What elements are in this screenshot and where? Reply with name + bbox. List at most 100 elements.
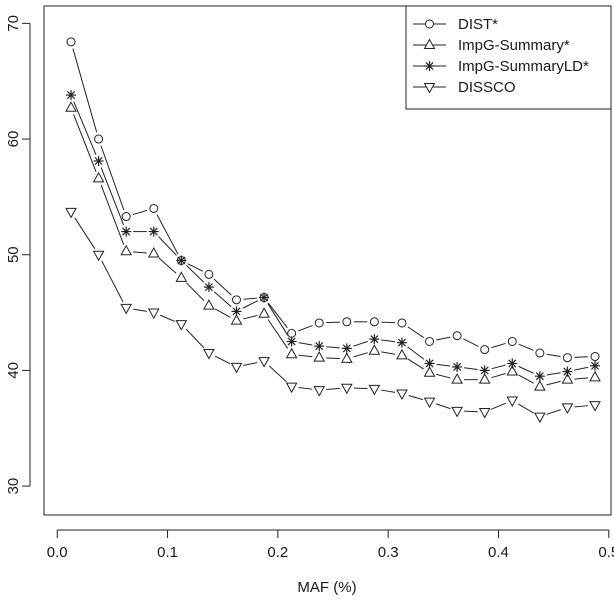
data-point (340, 352, 353, 363)
legend-entry: ImpG-SummaryLD* (413, 58, 589, 75)
data-point (121, 212, 131, 222)
data-point (120, 303, 133, 315)
data-point (287, 328, 297, 338)
data-point (175, 320, 188, 331)
series-line-segment (186, 265, 205, 283)
data-point (397, 318, 407, 328)
series-line-segment (158, 236, 177, 256)
data-point (175, 271, 188, 282)
data-point (480, 345, 490, 355)
plot-frame (43, 5, 612, 516)
series-2 (65, 101, 601, 391)
series-line-segment (132, 209, 148, 216)
axis-layer: 0.0 0.1 0.2 0.3 0.4 0.5 30 40 50 60 70 (5, 15, 614, 561)
legend-items: DIST* ImpG-Summary* ImpG-SummaryLD* DISSCO (413, 16, 589, 96)
data-point (286, 336, 297, 347)
series-line-segment (242, 300, 259, 309)
data-point (506, 396, 519, 408)
y-tick-label: 50 (5, 246, 22, 263)
series-line-segment (436, 363, 451, 367)
x-tick-label: 0.1 (157, 544, 178, 561)
data-point (121, 226, 132, 237)
data-point (533, 380, 546, 391)
series-line-segment (267, 319, 289, 349)
series-line-segment (574, 377, 589, 380)
series-3 (66, 90, 601, 382)
series-line-segment (491, 342, 506, 349)
data-point (285, 382, 298, 394)
series-line-segment (546, 372, 561, 376)
series-line-segment (407, 326, 425, 338)
data-point (425, 336, 435, 346)
x-tick-label: 0.3 (378, 544, 399, 561)
x-axis: 0.0 0.1 0.2 0.3 0.4 0.5 (47, 529, 614, 561)
data-point (313, 386, 326, 397)
x-tick-label: 0.4 (488, 544, 509, 561)
series-line-segment (491, 364, 506, 370)
legend-label: ImpG-SummaryLD* (458, 58, 589, 75)
series-line-segment (353, 340, 368, 347)
data-point (452, 361, 463, 372)
series-line-segment (73, 114, 97, 173)
data-point (590, 352, 600, 362)
series-line-segment (243, 297, 258, 300)
data-point (369, 334, 380, 345)
series-line-segment (436, 336, 451, 341)
data-point (314, 341, 325, 352)
series-line-segment (407, 346, 425, 360)
data-point (230, 314, 243, 325)
series-line-segment (381, 389, 396, 393)
data-point (562, 353, 572, 363)
data-point (590, 360, 601, 371)
series-line-segment (326, 346, 340, 349)
legend-marker (424, 61, 435, 71)
data-point (533, 412, 546, 424)
data-point (231, 306, 242, 317)
series-line-segment (158, 257, 177, 274)
series-line-segment (381, 339, 396, 343)
data-point (65, 207, 77, 219)
series-line-segment (267, 303, 289, 336)
series-line-segment (185, 328, 205, 349)
legend-box (405, 5, 612, 110)
series-line-segment (213, 291, 232, 308)
data-point (231, 295, 241, 305)
data-point (203, 299, 215, 310)
data-point (589, 401, 601, 412)
series-line-segment (74, 217, 96, 250)
data-point (285, 347, 298, 359)
y-axis: 30 40 50 60 70 (5, 15, 31, 494)
x-tick-label: 0.0 (47, 544, 68, 561)
data-point (423, 397, 436, 409)
x-axis-title: MAF (%) (297, 579, 356, 596)
series-line-segment (185, 282, 205, 302)
legend-entry: DISSCO (413, 79, 516, 96)
series-line-segment (408, 395, 423, 401)
series-line-segment (490, 402, 507, 410)
data-point (259, 292, 270, 303)
data-point (534, 371, 545, 382)
series-line-segment (574, 366, 589, 371)
data-point (396, 348, 408, 360)
legend-marker (423, 83, 436, 94)
series-line-segment (133, 251, 147, 254)
data-point (368, 384, 381, 396)
series-line-segment (100, 184, 125, 245)
series-1 (66, 37, 600, 363)
series-line-segment (353, 352, 368, 358)
data-point (258, 357, 270, 368)
series-line-segment (298, 354, 313, 358)
series-line-segment (464, 410, 478, 413)
series-line-segment (214, 308, 231, 318)
series-line-segment (463, 367, 478, 371)
data-point (396, 337, 407, 348)
data-point (452, 331, 462, 341)
data-point (589, 370, 601, 382)
legend-marker (425, 19, 434, 29)
series-line-segment (298, 324, 313, 332)
data-point (368, 344, 381, 355)
data-point (479, 365, 490, 376)
legend-entry: DIST* (413, 16, 498, 33)
data-point (66, 37, 76, 47)
